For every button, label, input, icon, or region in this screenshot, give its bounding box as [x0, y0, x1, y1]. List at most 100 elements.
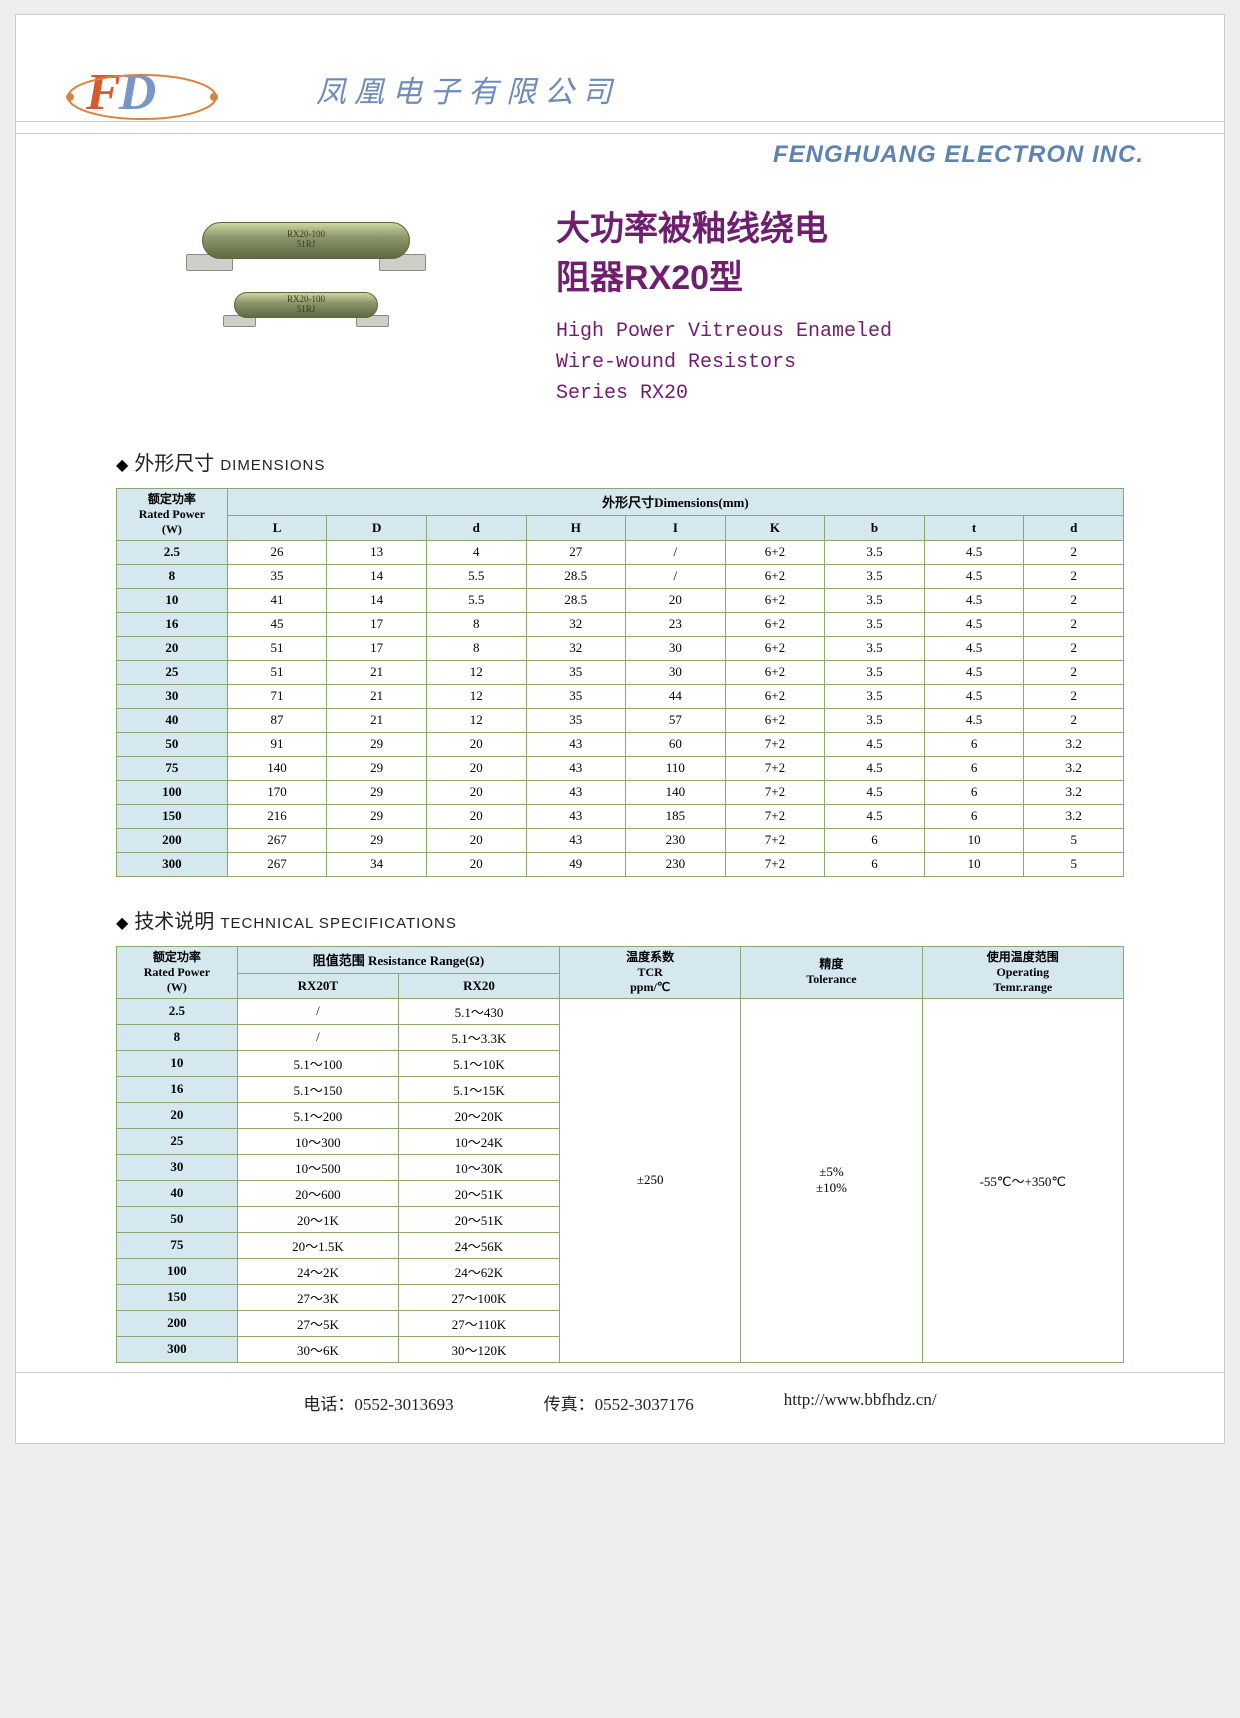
col-header: K — [725, 515, 825, 540]
section-heading-tech: ◆ 技术说明 TECHNICAL SPECIFICATIONS — [116, 905, 1224, 934]
cell: 140 — [626, 780, 726, 804]
cell: 43 — [526, 828, 626, 852]
cell: 6 — [924, 780, 1024, 804]
row-power: 75 — [117, 756, 228, 780]
cell: 29 — [327, 732, 427, 756]
cell: 51 — [227, 636, 327, 660]
col-header: t — [924, 515, 1024, 540]
cell: 35 — [526, 708, 626, 732]
cell: 10 — [924, 828, 1024, 852]
cell-temp: -55℃～+350℃ — [922, 998, 1123, 1362]
cell: 2 — [1024, 540, 1124, 564]
cell-tol: ±5%±10% — [741, 998, 922, 1362]
table-row: 751402920431107+24.563.2 — [117, 756, 1124, 780]
cell: 10 — [924, 852, 1024, 876]
row-power: 300 — [117, 852, 228, 876]
cell: / — [626, 540, 726, 564]
col-header-tcr: 温度系数TCRppm/℃ — [560, 946, 741, 998]
cell: 5.5 — [426, 588, 526, 612]
cell: 4.5 — [825, 780, 925, 804]
cell: 2 — [1024, 708, 1124, 732]
tel-label: 电话： — [303, 1395, 354, 1414]
cell-rx20: 20～51K — [398, 1206, 559, 1232]
row-power: 20 — [117, 1102, 238, 1128]
cell: 4.5 — [825, 732, 925, 756]
cell: 6+2 — [725, 612, 825, 636]
cell: 71 — [227, 684, 327, 708]
row-power: 10 — [117, 588, 228, 612]
cell-rx20: 27～100K — [398, 1284, 559, 1310]
cell: 7+2 — [725, 804, 825, 828]
cell: 34 — [327, 852, 427, 876]
cell: 45 — [227, 612, 327, 636]
company-name-en: FENGHUANG ELECTRON INC. — [773, 141, 1144, 169]
cell: 4.5 — [924, 636, 1024, 660]
title-line: Wire-wound Resistors — [556, 347, 1144, 378]
resistor-label: 51RJ — [297, 240, 316, 250]
row-power: 75 — [117, 1232, 238, 1258]
col-header-range: 阻值范围 Resistance Range(Ω) — [237, 946, 559, 973]
cell-rx20t: / — [237, 998, 398, 1024]
cell: 2 — [1024, 660, 1124, 684]
cell-rx20: 20～51K — [398, 1180, 559, 1206]
footer-fax: 传真：0552-3037176 — [544, 1390, 694, 1415]
cell: 6 — [825, 852, 925, 876]
cell: 4.5 — [924, 540, 1024, 564]
col-header-rx20t: RX20T — [237, 973, 398, 998]
cell-rx20: 10～24K — [398, 1128, 559, 1154]
cell: 21 — [327, 660, 427, 684]
cell: 6 — [924, 756, 1024, 780]
product-titles: 大功率被釉线绕电 阻器RX20型 High Power Vitreous Ena… — [556, 205, 1144, 409]
cell: 3.5 — [825, 660, 925, 684]
cell: 21 — [327, 708, 427, 732]
cell-rx20t: 24～2K — [237, 1258, 398, 1284]
cell: 2 — [1024, 636, 1124, 660]
cell: 3.5 — [825, 684, 925, 708]
cell-rx20: 5.1～15K — [398, 1076, 559, 1102]
cell: 170 — [227, 780, 327, 804]
col-header-tol: 精度Tolerance — [741, 946, 922, 998]
cell: 3.5 — [825, 612, 925, 636]
cell: 35 — [227, 564, 327, 588]
cell: 17 — [327, 612, 427, 636]
cell-rx20t: 27～3K — [237, 1284, 398, 1310]
cell: 20 — [426, 780, 526, 804]
cell: 4.5 — [825, 804, 925, 828]
logo-letter-f: F — [86, 64, 119, 121]
cell: 28.5 — [526, 588, 626, 612]
header-rule-2 — [16, 133, 1224, 134]
row-power: 150 — [117, 804, 228, 828]
cell: 49 — [526, 852, 626, 876]
cell: 30 — [626, 636, 726, 660]
cell: 29 — [327, 756, 427, 780]
col-header: D — [327, 515, 427, 540]
cell: 20 — [626, 588, 726, 612]
cell: 4.5 — [924, 708, 1024, 732]
cell: 6+2 — [725, 684, 825, 708]
resistor-tube-icon: RX20-100 51RJ — [202, 222, 410, 259]
table-row: 205117832306+23.54.52 — [117, 636, 1124, 660]
row-power: 40 — [117, 708, 228, 732]
resistor-label: 51RJ — [297, 305, 316, 315]
cell: 267 — [227, 852, 327, 876]
cell: 43 — [526, 804, 626, 828]
cell-rx20t: 20～1K — [237, 1206, 398, 1232]
cell: 43 — [526, 780, 626, 804]
cell: 3.5 — [825, 708, 925, 732]
cell-rx20: 20～20K — [398, 1102, 559, 1128]
diamond-icon: ◆ — [116, 455, 128, 475]
row-power: 300 — [117, 1336, 238, 1362]
col-header-power: 额定功率Rated Power(W) — [117, 946, 238, 998]
cell: 30 — [626, 660, 726, 684]
cell: 3.2 — [1024, 732, 1124, 756]
cell: 29 — [327, 780, 427, 804]
table-row: 2.5/5.1～430±250±5%±10%-55℃～+350℃ — [117, 998, 1124, 1024]
cell-rx20t: 5.1～150 — [237, 1076, 398, 1102]
row-power: 30 — [117, 1154, 238, 1180]
cell-rx20t: / — [237, 1024, 398, 1050]
cell: 6+2 — [725, 588, 825, 612]
cell: 20 — [426, 852, 526, 876]
tech-table-wrap: 额定功率Rated Power(W)阻值范围 Resistance Range(… — [16, 946, 1224, 1363]
header: FD 凤凰电子有限公司 FENGHUANG ELECTRON INC. — [16, 15, 1224, 175]
cell: 29 — [327, 828, 427, 852]
